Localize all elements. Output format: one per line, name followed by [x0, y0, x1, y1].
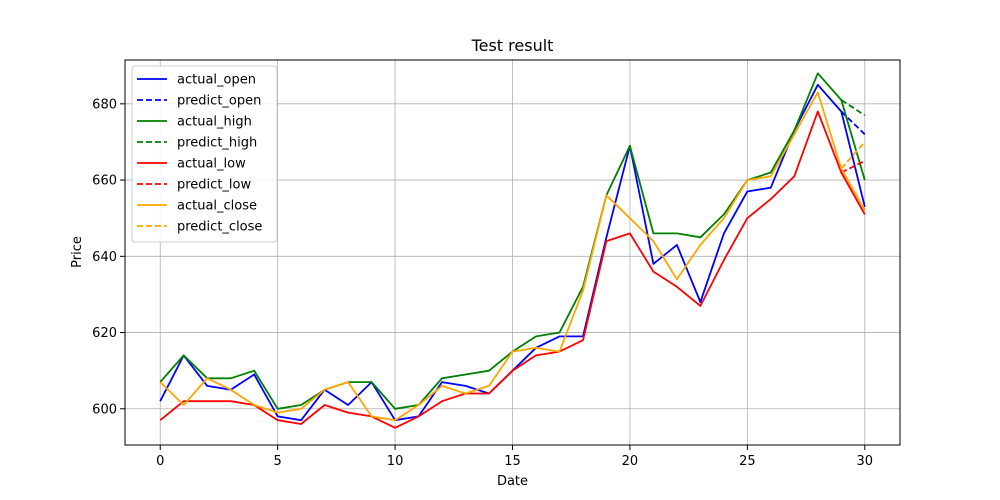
y-tick-label: 640: [92, 250, 117, 265]
x-tick-label: 0: [156, 454, 164, 469]
y-tick-label: 660: [92, 174, 117, 189]
y-axis: 600 620 640 660 680: [92, 97, 125, 417]
legend-label: actual_close: [177, 199, 257, 214]
series-line-actual-close: [159, 91, 866, 422]
chart-title: Test result: [471, 36, 554, 55]
y-tick-label: 620: [92, 326, 117, 341]
legend-label: actual_high: [177, 115, 252, 130]
series-line-predict-high: [840, 99, 866, 117]
x-tick-label: 30: [856, 454, 873, 469]
y-tick-label: 680: [92, 97, 117, 112]
legend-label: actual_low: [177, 157, 246, 172]
x-tick-label: 10: [387, 454, 404, 469]
y-tick-label: 600: [92, 402, 117, 417]
legend-label: actual_open: [177, 73, 256, 88]
x-axis-label: Date: [497, 474, 528, 489]
plot-lines: [159, 72, 866, 429]
series-line-predict-close: [840, 141, 866, 170]
x-tick-label: 15: [504, 454, 521, 469]
legend-label: predict_open: [177, 94, 261, 109]
legend-label: predict_high: [177, 136, 257, 151]
x-tick-label: 25: [739, 454, 756, 469]
legend-box: [131, 65, 278, 243]
legend-label: predict_close: [177, 220, 262, 235]
legend-label: predict_low: [177, 178, 251, 193]
legend: actual_open predict_open actual_highpredic…: [131, 65, 278, 243]
y-axis-label: Price: [70, 236, 85, 268]
x-tick-label: 20: [622, 454, 639, 469]
x-axis: 0 5 10 15 20 25 30: [156, 445, 873, 469]
series-line-predict-low: [840, 160, 866, 174]
series-line-actual-low: [159, 110, 866, 429]
x-tick-label: 5: [274, 454, 282, 469]
